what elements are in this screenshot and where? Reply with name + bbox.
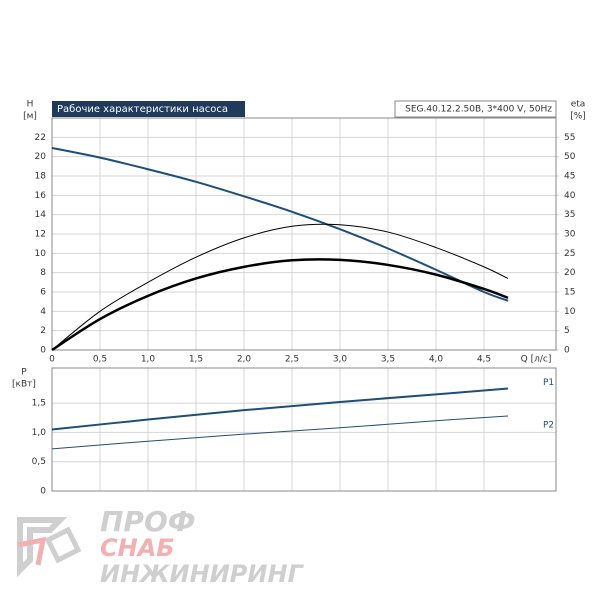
y2-tick-label: 45 [564,172,575,182]
y2-axis-label: eta [571,100,586,110]
model-box [394,100,557,118]
y-tick-label: 4 [40,307,46,317]
logo-text: ПРОФ [100,505,196,538]
x-tick-label: 4,5 [477,355,491,365]
logo: ПРОФ СНАБ ИНЖИНИРИНГ [17,505,305,588]
plot-frame [51,117,557,351]
legend-label: P2 [543,421,554,431]
y-axis-unit: [м] [23,112,37,122]
series-line [51,146,509,302]
y-tick-label: 10 [35,249,47,259]
chart-title: Рабочие характеристики насоса [57,104,228,115]
x-tick-label: 0 [49,355,55,365]
x-axis-label: Q [л/с] [521,355,552,365]
charts: 0 2 4 6 8 10 12 14 16 18 20 22 0 5 10 15 20 25 30 35 40 45 50 5… [32,117,576,497]
y2-tick-label: 20 [564,268,576,278]
title-box [52,101,245,117]
y2-tick-label: 0 [564,346,570,356]
y-tick-label: 6 [40,288,46,298]
series-line [51,258,509,352]
logo-icon [44,526,82,564]
x-tick-label: 1,5 [189,355,203,365]
y-axis-label: P [21,368,27,378]
y-tick-label: 0,5 [32,457,46,467]
x-tick-label: 3,5 [381,355,395,365]
x-tick-label: 1,0 [141,355,156,365]
y-tick-label: 1,5 [32,399,46,409]
logo-text: СНАБ [100,534,175,562]
y-tick-label: 1,0 [32,428,47,438]
y2-tick-label: 30 [564,230,576,240]
y2-tick-label: 25 [564,249,575,259]
y-tick-label: 16 [35,191,47,201]
y-axis-label: H [27,100,34,110]
y-tick-label: 8 [40,268,46,278]
x-tick-label: 2,0 [237,355,252,365]
legend-label: P1 [543,378,554,388]
y-tick-label: 18 [35,172,47,182]
x-tick-label: 2,5 [285,355,299,365]
y-tick-label: 0 [40,487,46,497]
y-tick-label: 2 [40,326,46,336]
x-tick-label: 0,5 [93,355,107,365]
y-tick-label: 20 [35,152,47,162]
y-tick-label: 14 [35,210,47,220]
y2-tick-label: 15 [564,288,575,298]
x-tick-label: 3,0 [333,355,348,365]
y-tick-label: 22 [35,133,46,143]
logo-icon [17,517,68,578]
y2-tick-label: 10 [564,307,576,317]
model-label: SEG.40.12.2.50B, 3*400 V, 50Hz [405,105,552,115]
y2-tick-label: 50 [564,152,576,162]
logo-icon [17,536,47,566]
y-axis-unit: [кВт] [12,380,36,390]
y-tick-label: 12 [35,230,46,240]
series-line [51,223,509,351]
series-line [51,415,509,450]
y2-tick-label: 35 [564,210,575,220]
x-tick-label: 4,0 [429,355,444,365]
series-line [51,387,509,431]
y2-axis-unit: [%] [570,112,586,122]
y2-tick-label: 40 [564,191,576,201]
y-tick-label: 0 [40,346,46,356]
y2-tick-label: 5 [564,326,570,336]
logo-text: ИНЖИНИРИНГ [100,560,305,588]
y2-tick-label: 55 [564,133,575,143]
